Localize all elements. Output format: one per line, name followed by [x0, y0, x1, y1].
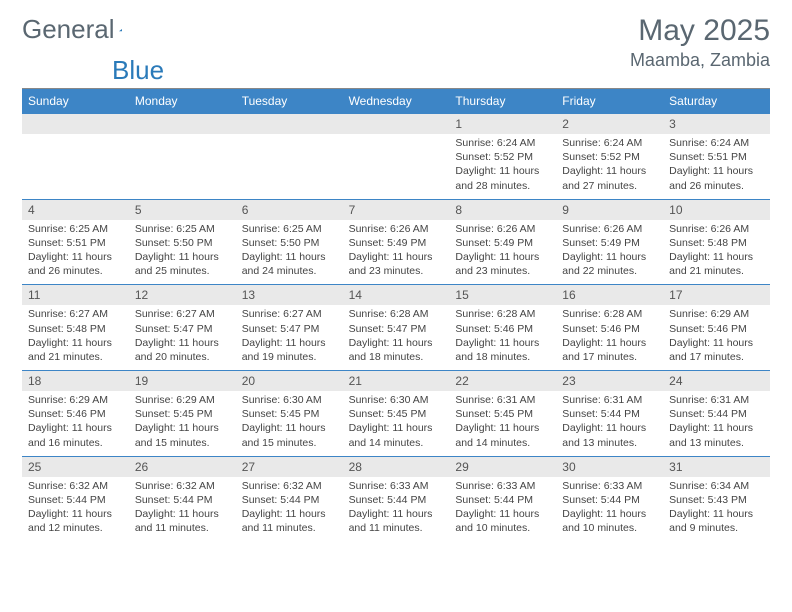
day-number: 7 [343, 200, 450, 220]
day-body: Sunrise: 6:30 AM Sunset: 5:45 PM Dayligh… [343, 391, 450, 456]
day-body: Sunrise: 6:26 AM Sunset: 5:49 PM Dayligh… [449, 220, 556, 285]
day-number: 5 [129, 200, 236, 220]
day-number: 3 [663, 114, 770, 134]
day-body: Sunrise: 6:27 AM Sunset: 5:47 PM Dayligh… [129, 305, 236, 370]
day-number: 23 [556, 371, 663, 391]
day-number: 26 [129, 457, 236, 477]
day-header: Monday [129, 89, 236, 114]
day-body: Sunrise: 6:29 AM Sunset: 5:46 PM Dayligh… [663, 305, 770, 370]
day-number: 16 [556, 285, 663, 305]
weeks-container: 123Sunrise: 6:24 AM Sunset: 5:52 PM Dayl… [22, 114, 770, 541]
day-number: 11 [22, 285, 129, 305]
day-body-row: Sunrise: 6:27 AM Sunset: 5:48 PM Dayligh… [22, 305, 770, 370]
day-number: 2 [556, 114, 663, 134]
day-header: Friday [556, 89, 663, 114]
day-body: Sunrise: 6:25 AM Sunset: 5:50 PM Dayligh… [236, 220, 343, 285]
day-body-row: Sunrise: 6:25 AM Sunset: 5:51 PM Dayligh… [22, 220, 770, 285]
day-number: 19 [129, 371, 236, 391]
day-body: Sunrise: 6:24 AM Sunset: 5:51 PM Dayligh… [663, 134, 770, 199]
day-number: 30 [556, 457, 663, 477]
day-body: Sunrise: 6:24 AM Sunset: 5:52 PM Dayligh… [556, 134, 663, 199]
logo-text-blue: Blue [112, 55, 172, 86]
logo-triangle-icon [119, 20, 122, 40]
day-number: 12 [129, 285, 236, 305]
day-number [22, 114, 129, 134]
day-number: 31 [663, 457, 770, 477]
day-body [129, 134, 236, 199]
day-number: 4 [22, 200, 129, 220]
day-number: 18 [22, 371, 129, 391]
day-body: Sunrise: 6:33 AM Sunset: 5:44 PM Dayligh… [556, 477, 663, 542]
day-body: Sunrise: 6:29 AM Sunset: 5:45 PM Dayligh… [129, 391, 236, 456]
daynum-row: 18192021222324 [22, 371, 770, 391]
day-header: Tuesday [236, 89, 343, 114]
day-number: 14 [343, 285, 450, 305]
day-number: 21 [343, 371, 450, 391]
day-number [236, 114, 343, 134]
day-number: 13 [236, 285, 343, 305]
day-header: Sunday [22, 89, 129, 114]
logo: General [22, 14, 143, 45]
day-number: 15 [449, 285, 556, 305]
day-body: Sunrise: 6:28 AM Sunset: 5:46 PM Dayligh… [449, 305, 556, 370]
day-body-row: Sunrise: 6:32 AM Sunset: 5:44 PM Dayligh… [22, 477, 770, 542]
day-body: Sunrise: 6:33 AM Sunset: 5:44 PM Dayligh… [449, 477, 556, 542]
day-body: Sunrise: 6:32 AM Sunset: 5:44 PM Dayligh… [236, 477, 343, 542]
day-header: Saturday [663, 89, 770, 114]
day-body [236, 134, 343, 199]
day-body: Sunrise: 6:27 AM Sunset: 5:48 PM Dayligh… [22, 305, 129, 370]
day-number [343, 114, 450, 134]
day-header: Thursday [449, 89, 556, 114]
day-number: 22 [449, 371, 556, 391]
day-number: 10 [663, 200, 770, 220]
daynum-row: 123 [22, 114, 770, 134]
day-body: Sunrise: 6:24 AM Sunset: 5:52 PM Dayligh… [449, 134, 556, 199]
day-body [22, 134, 129, 199]
day-body: Sunrise: 6:31 AM Sunset: 5:44 PM Dayligh… [556, 391, 663, 456]
daynum-row: 25262728293031 [22, 457, 770, 477]
day-number: 8 [449, 200, 556, 220]
day-header-row: Sunday Monday Tuesday Wednesday Thursday… [22, 89, 770, 114]
day-number: 20 [236, 371, 343, 391]
daynum-row: 11121314151617 [22, 285, 770, 305]
title-block: May 2025 Maamba, Zambia [630, 14, 770, 71]
title-location: Maamba, Zambia [630, 50, 770, 71]
day-number: 24 [663, 371, 770, 391]
title-month: May 2025 [630, 14, 770, 48]
day-body: Sunrise: 6:31 AM Sunset: 5:45 PM Dayligh… [449, 391, 556, 456]
day-body-row: Sunrise: 6:29 AM Sunset: 5:46 PM Dayligh… [22, 391, 770, 456]
day-body: Sunrise: 6:27 AM Sunset: 5:47 PM Dayligh… [236, 305, 343, 370]
day-header: Wednesday [343, 89, 450, 114]
day-body: Sunrise: 6:25 AM Sunset: 5:50 PM Dayligh… [129, 220, 236, 285]
logo-text-gray: General [22, 14, 115, 45]
day-number: 28 [343, 457, 450, 477]
day-number: 1 [449, 114, 556, 134]
day-number [129, 114, 236, 134]
day-body: Sunrise: 6:26 AM Sunset: 5:48 PM Dayligh… [663, 220, 770, 285]
day-body: Sunrise: 6:33 AM Sunset: 5:44 PM Dayligh… [343, 477, 450, 542]
daynum-row: 45678910 [22, 200, 770, 220]
day-body: Sunrise: 6:32 AM Sunset: 5:44 PM Dayligh… [22, 477, 129, 542]
day-body: Sunrise: 6:26 AM Sunset: 5:49 PM Dayligh… [556, 220, 663, 285]
day-body: Sunrise: 6:29 AM Sunset: 5:46 PM Dayligh… [22, 391, 129, 456]
day-body: Sunrise: 6:32 AM Sunset: 5:44 PM Dayligh… [129, 477, 236, 542]
day-number: 9 [556, 200, 663, 220]
day-body: Sunrise: 6:26 AM Sunset: 5:49 PM Dayligh… [343, 220, 450, 285]
day-body [343, 134, 450, 199]
day-body: Sunrise: 6:34 AM Sunset: 5:43 PM Dayligh… [663, 477, 770, 542]
day-number: 29 [449, 457, 556, 477]
day-body-row: Sunrise: 6:24 AM Sunset: 5:52 PM Dayligh… [22, 134, 770, 199]
day-body: Sunrise: 6:25 AM Sunset: 5:51 PM Dayligh… [22, 220, 129, 285]
day-number: 25 [22, 457, 129, 477]
day-body: Sunrise: 6:28 AM Sunset: 5:46 PM Dayligh… [556, 305, 663, 370]
day-number: 17 [663, 285, 770, 305]
day-body: Sunrise: 6:30 AM Sunset: 5:45 PM Dayligh… [236, 391, 343, 456]
day-body: Sunrise: 6:31 AM Sunset: 5:44 PM Dayligh… [663, 391, 770, 456]
day-number: 27 [236, 457, 343, 477]
day-body: Sunrise: 6:28 AM Sunset: 5:47 PM Dayligh… [343, 305, 450, 370]
calendar: Sunday Monday Tuesday Wednesday Thursday… [22, 88, 770, 541]
day-number: 6 [236, 200, 343, 220]
